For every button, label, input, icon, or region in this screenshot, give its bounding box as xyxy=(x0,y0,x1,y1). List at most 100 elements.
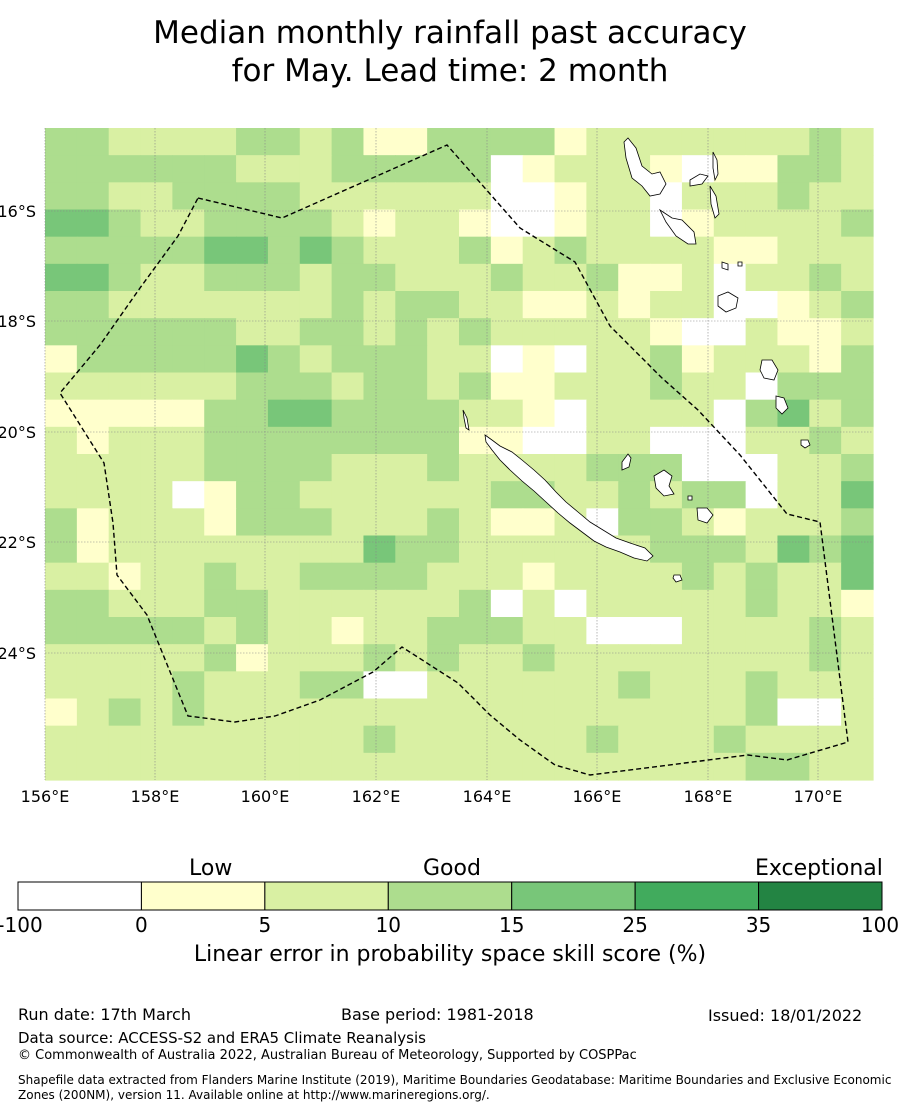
skill-cell xyxy=(76,698,110,727)
skill-cell xyxy=(267,752,301,781)
skill-cell xyxy=(140,182,173,211)
skill-cell xyxy=(76,508,110,537)
skill-cell xyxy=(427,508,460,537)
skill-cell xyxy=(267,481,301,509)
skill-cell xyxy=(777,562,810,591)
skill-cell xyxy=(299,345,333,374)
skill-cell xyxy=(108,481,142,509)
skill-cell xyxy=(713,589,747,618)
skill-cell xyxy=(809,155,842,183)
skill-cell xyxy=(459,128,492,156)
skill-cell xyxy=(650,399,683,428)
skill-cell xyxy=(809,589,842,618)
skill-cell xyxy=(490,291,524,319)
skill-cell xyxy=(554,617,587,645)
skill-cell xyxy=(76,426,110,455)
skill-cell xyxy=(204,481,237,509)
skill-cell xyxy=(586,426,619,455)
colorbar-tick-label: 15 xyxy=(498,913,525,937)
skill-cell xyxy=(490,725,524,754)
skill-cell xyxy=(522,263,556,292)
skill-cell xyxy=(490,698,524,727)
skill-cell xyxy=(140,562,173,591)
skill-cell xyxy=(363,698,396,727)
skill-cell xyxy=(331,617,365,645)
skill-cell xyxy=(522,182,556,211)
skill-cell xyxy=(713,263,747,292)
skill-cell xyxy=(363,399,396,428)
skill-cell xyxy=(841,752,874,781)
epi-island xyxy=(721,261,729,271)
skill-cell xyxy=(777,644,810,672)
skill-cell xyxy=(650,644,683,672)
skill-cell xyxy=(299,481,333,509)
skill-cell xyxy=(650,128,683,156)
skill-cell xyxy=(363,263,396,292)
skill-cell xyxy=(554,128,587,156)
skill-cell xyxy=(236,291,269,319)
skill-cell xyxy=(841,426,874,455)
shapefile-credit-line-1: Shapefile data extracted from Flanders M… xyxy=(18,1073,892,1087)
skill-cell xyxy=(331,155,365,183)
skill-cell xyxy=(841,128,874,156)
skill-cell xyxy=(363,318,396,346)
skill-cell xyxy=(745,589,779,618)
skill-cell xyxy=(522,698,556,727)
skill-cell xyxy=(777,481,810,509)
colorbar-category-good: Good xyxy=(423,856,481,881)
skill-cell xyxy=(172,698,205,727)
skill-cell xyxy=(713,345,747,374)
skill-cell xyxy=(299,128,333,156)
skill-cell xyxy=(395,155,428,183)
skill-cell xyxy=(76,399,110,428)
skill-cell xyxy=(236,399,269,428)
skill-cell xyxy=(459,209,492,238)
skill-cell xyxy=(395,562,428,591)
skill-cell xyxy=(427,725,460,754)
skill-cell xyxy=(522,345,556,374)
skill-cell xyxy=(713,155,747,183)
skill-cell xyxy=(427,345,460,374)
skill-cell xyxy=(681,345,715,374)
skill-cell xyxy=(745,671,779,700)
skill-cell xyxy=(459,291,492,319)
skill-cell xyxy=(395,508,428,537)
skill-cell xyxy=(713,426,747,455)
skill-cell xyxy=(140,291,173,319)
skill-cell xyxy=(554,399,587,428)
skill-cell xyxy=(713,128,747,156)
skill-cell xyxy=(713,617,747,645)
skill-cell xyxy=(172,589,205,618)
skill-cell xyxy=(777,372,810,401)
skill-cell xyxy=(745,155,779,183)
skill-cell xyxy=(395,209,428,238)
skill-cell xyxy=(490,399,524,428)
skill-cell xyxy=(45,644,78,672)
run-date: Run date: 17th March xyxy=(18,1005,191,1024)
skill-cell xyxy=(554,589,587,618)
skill-cell xyxy=(427,644,460,672)
skill-cell xyxy=(586,562,619,591)
skill-cell xyxy=(236,698,269,727)
erromango-island xyxy=(759,359,779,381)
skill-cell xyxy=(650,426,683,455)
skill-cell xyxy=(618,508,651,537)
skill-cell xyxy=(745,752,779,781)
skill-cell xyxy=(140,481,173,509)
skill-cell xyxy=(586,644,619,672)
skill-cell xyxy=(108,291,142,319)
skill-cell xyxy=(745,236,779,265)
isle-of-pines-island xyxy=(672,574,683,583)
skill-cell xyxy=(108,263,142,292)
skill-cell xyxy=(586,454,619,482)
skill-cell xyxy=(140,155,173,183)
skill-cell xyxy=(586,318,619,346)
skill-cell xyxy=(395,291,428,319)
skill-cell xyxy=(618,644,651,672)
colorbar-segment xyxy=(758,881,883,911)
skill-cell xyxy=(76,589,110,618)
skill-cell xyxy=(618,236,651,265)
skill-cell xyxy=(204,535,237,564)
latitude-label: 24°S xyxy=(0,644,36,663)
